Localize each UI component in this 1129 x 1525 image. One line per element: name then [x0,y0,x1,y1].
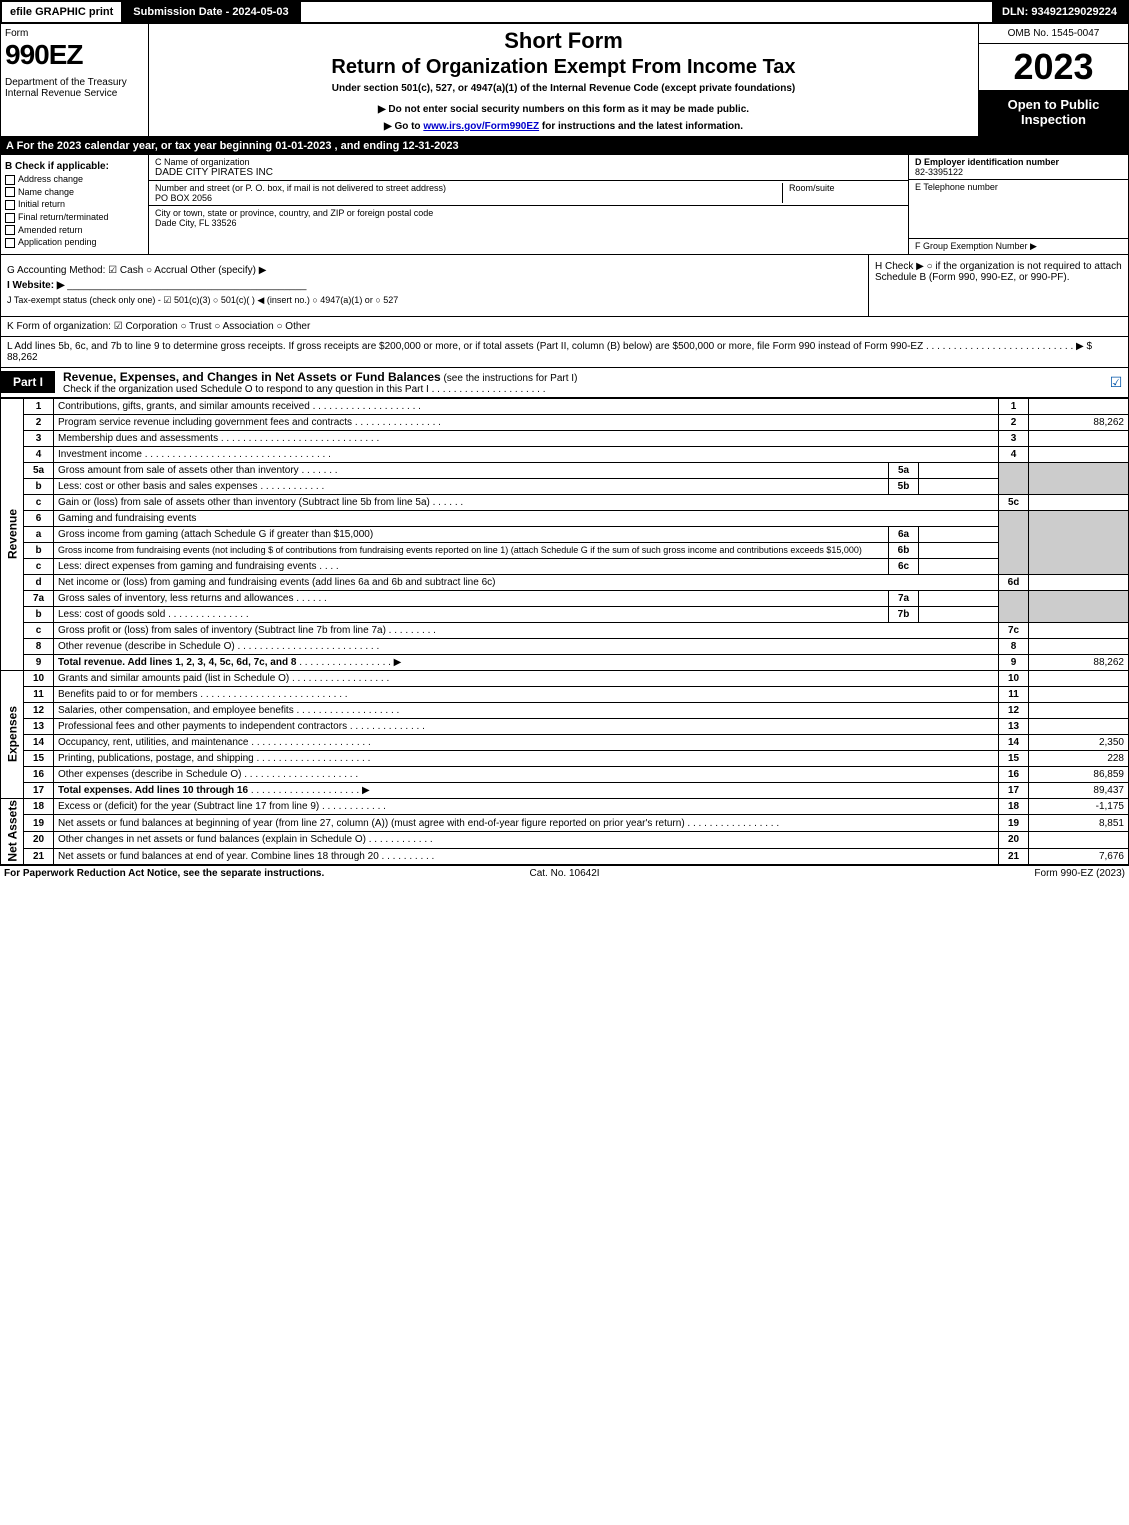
line17-amt: 89,437 [1029,782,1129,798]
org-city: Dade City, FL 33526 [155,218,902,228]
org-name: DADE CITY PIRATES INC [155,167,902,178]
ssn-note: ▶ Do not enter social security numbers o… [159,104,968,115]
page-footer: For Paperwork Reduction Act Notice, see … [0,865,1129,881]
line15-amt: 228 [1029,750,1129,766]
row-l: L Add lines 5b, 6c, and 7b to line 9 to … [0,337,1129,368]
row-a: A For the 2023 calendar year, or tax yea… [0,137,1129,155]
row-h: H Check ▶ ○ if the organization is not r… [868,255,1128,316]
row-j: J Tax-exempt status (check only one) - ☑… [7,295,862,306]
line14-amt: 2,350 [1029,734,1129,750]
section-c-city: City or town, state or province, country… [149,206,908,230]
form-title: Return of Organization Exempt From Incom… [159,56,968,79]
section-c-address: Number and street (or P. O. box, if mail… [149,181,908,206]
efile-label: efile GRAPHIC print [2,2,123,22]
irs-url[interactable]: www.irs.gov/Form990EZ [423,121,539,132]
netassets-label: Net Assets [1,798,24,865]
line19-amt: 8,851 [1029,815,1129,832]
section-f: F Group Exemption Number ▶ [909,239,1128,254]
section-d: D Employer identification number 82-3395… [909,155,1128,180]
part1-checkbox: ☑ [1104,374,1128,391]
part-tab: Part I [1,371,55,393]
section-b: B Check if applicable: Address change Na… [1,155,149,254]
org-address: PO BOX 2056 [155,193,782,203]
line18-amt: -1,175 [1029,798,1129,815]
row-i: I Website: ▶ ___________________________… [7,280,862,291]
submission-date: Submission Date - 2024-05-03 [123,2,300,22]
info-block: B Check if applicable: Address change Na… [0,155,1129,255]
short-form-label: Short Form [159,28,968,54]
expenses-label: Expenses [1,670,24,798]
section-e: E Telephone number [909,180,1128,239]
room-suite: Room/suite [782,183,902,203]
open-to-public: Open to Public Inspection [979,91,1128,136]
row-k: K Form of organization: ☑ Corporation ○ … [0,317,1129,337]
chk-pending: Application pending [18,237,97,247]
line2-amt: 88,262 [1029,414,1129,430]
instructions-link: ▶ Go to www.irs.gov/Form990EZ for instru… [159,121,968,132]
revenue-label: Revenue [1,398,24,670]
line1-amt [1029,398,1129,414]
top-bar: efile GRAPHIC print Submission Date - 20… [0,0,1129,24]
part-1-header: Part I Revenue, Expenses, and Changes in… [0,368,1129,398]
form-subtitle: Under section 501(c), 527, or 4947(a)(1)… [159,83,968,94]
form-header: Form 990EZ Department of the Treasury In… [0,24,1129,137]
row-g: G Accounting Method: ☑ Cash ○ Accrual Ot… [7,265,862,276]
dln: DLN: 93492129029224 [992,2,1127,22]
department: Department of the Treasury Internal Reve… [5,77,144,99]
chk-address-change: Address change [18,174,83,184]
omb-number: OMB No. 1545-0047 [979,24,1128,44]
chk-initial-return: Initial return [18,199,65,209]
section-c-name: C Name of organization DADE CITY PIRATES… [149,155,908,181]
line21-amt: 7,676 [1029,848,1129,865]
part1-table: Revenue 1 Contributions, gifts, grants, … [0,398,1129,866]
ein: 82-3395122 [915,167,1122,177]
chk-name-change: Name change [18,187,74,197]
form-label: Form [5,28,144,39]
rows-ghij: G Accounting Method: ☑ Cash ○ Accrual Ot… [0,255,1129,317]
line9-amt: 88,262 [1029,654,1129,670]
form-number: 990EZ [5,39,144,71]
tax-year: 2023 [979,44,1128,91]
chk-final-return: Final return/terminated [18,212,109,222]
line16-amt: 86,859 [1029,766,1129,782]
chk-amended: Amended return [18,225,83,235]
